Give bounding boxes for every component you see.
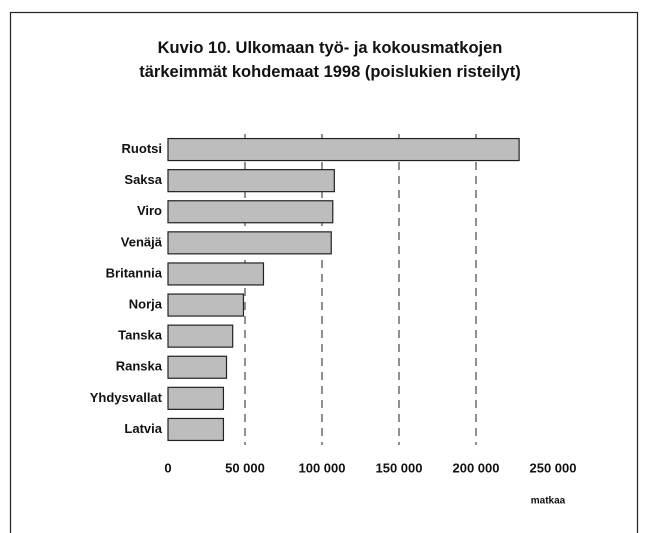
y-tick-label: Venäjä xyxy=(121,234,163,249)
x-tick-label: 100 000 xyxy=(299,460,346,475)
bar xyxy=(167,231,332,255)
x-tick-label: 0 xyxy=(164,460,171,475)
x-tick-label: 50 000 xyxy=(225,460,265,475)
y-tick-label: Viro xyxy=(137,203,162,218)
bar xyxy=(167,355,228,379)
chart-title: Kuvio 10. Ulkomaan työ- ja kokousmatkoje… xyxy=(139,39,521,81)
bar xyxy=(167,324,234,348)
x-tick-label: 200 000 xyxy=(453,460,500,475)
y-tick-label: Norja xyxy=(129,296,163,311)
y-tick-label: Ruotsi xyxy=(122,141,162,156)
chart-frame xyxy=(9,11,639,533)
bar xyxy=(167,200,334,224)
x-tick-label: 250 000 xyxy=(530,460,577,475)
y-tick-label: Saksa xyxy=(124,172,162,187)
bar xyxy=(167,417,225,442)
x-tick-label: 150 000 xyxy=(376,460,423,475)
bar xyxy=(167,293,245,317)
y-tick-label: Latvia xyxy=(124,421,162,436)
y-tick-label: Ranska xyxy=(116,359,163,374)
y-tick-label: Britannia xyxy=(106,265,163,280)
x-axis-label: matkaa xyxy=(531,496,566,507)
bar xyxy=(167,386,225,410)
y-tick-label: Tanska xyxy=(118,328,163,343)
bar xyxy=(167,262,265,286)
y-tick-label: Yhdysvallat xyxy=(90,390,163,405)
bar xyxy=(167,137,520,162)
bar xyxy=(167,169,335,193)
